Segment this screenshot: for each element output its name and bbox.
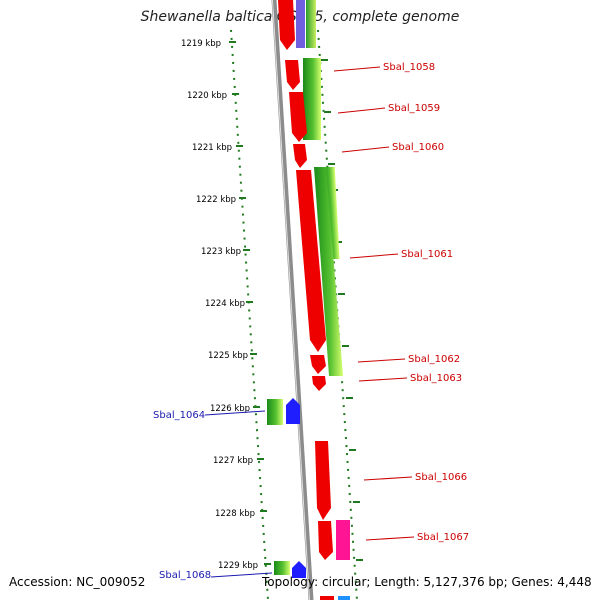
gene-label[interactable]: Sbal_1058 (383, 62, 435, 73)
gene-label[interactable]: Sbal_1060 (392, 142, 444, 153)
coordinate-label: 1227 kbp (213, 456, 253, 466)
gene-arrow[interactable] (312, 376, 326, 391)
coordinate-label: 1219 kbp (181, 39, 221, 49)
genome-info-text: Topology: circular; Length: 5,127,376 bp… (262, 575, 592, 589)
leader-lines (204, 66, 415, 578)
gene-label[interactable]: Sbal_1064 (153, 410, 205, 421)
gene-rna[interactable] (296, 0, 305, 48)
gene-arrow[interactable] (293, 144, 307, 168)
gene-rna-arrow[interactable] (286, 398, 300, 424)
coordinate-label: 1220 kbp (187, 91, 227, 101)
gene-arrow[interactable] (289, 92, 307, 142)
gene-arrow[interactable] (320, 596, 334, 600)
gene-label[interactable]: Sbal_1063 (410, 373, 462, 384)
gene-highlight[interactable] (336, 520, 350, 560)
gene-labels: Sbal_1058 Sbal_1059 Sbal_1060 Sbal_1061 … (153, 62, 469, 581)
coordinate-labels: 1219 kbp 1220 kbp 1221 kbp 1222 kbp 1223… (181, 39, 258, 571)
coordinate-label: 1223 kbp (201, 247, 241, 257)
gene-features (267, 0, 350, 600)
coordinate-label: 1221 kbp (192, 143, 232, 153)
coordinate-label: 1228 kbp (215, 509, 255, 519)
gene-label[interactable]: Sbal_1059 (388, 103, 440, 114)
coordinate-label: 1225 kbp (208, 351, 248, 361)
gene-label[interactable]: Sbal_1067 (417, 532, 469, 543)
gene-label[interactable]: Sbal_1068 (159, 570, 211, 581)
gene-arrow[interactable] (315, 441, 331, 520)
coordinate-label: 1222 kbp (196, 195, 236, 205)
gene-label[interactable]: Sbal_1061 (401, 249, 453, 260)
gene-arrow[interactable] (310, 355, 326, 374)
gene-rna-arrow[interactable] (292, 561, 306, 578)
gene-arrow[interactable] (285, 60, 300, 90)
gene-label[interactable]: Sbal_1066 (415, 472, 467, 483)
coordinate-label: 1226 kbp (210, 404, 250, 414)
gene-gc-bar[interactable] (267, 399, 283, 425)
gene-gc-bar[interactable] (303, 58, 321, 140)
gene-rna[interactable] (338, 596, 350, 600)
gene-arrow[interactable] (296, 170, 326, 352)
gene-label[interactable]: Sbal_1062 (408, 354, 460, 365)
gc-track-ticks (229, 41, 363, 565)
coordinate-label: 1224 kbp (205, 299, 245, 309)
gene-arrow[interactable] (278, 0, 295, 50)
gene-arrow[interactable] (318, 521, 333, 560)
coordinate-label: 1229 kbp (218, 561, 258, 571)
accession-text: Accession: NC_009052 (9, 575, 146, 589)
gene-gc-bar[interactable] (306, 0, 316, 48)
genome-backbone (271, 0, 314, 600)
gene-gc-bar[interactable] (274, 561, 290, 575)
gene-gc-bar[interactable] (314, 167, 343, 376)
